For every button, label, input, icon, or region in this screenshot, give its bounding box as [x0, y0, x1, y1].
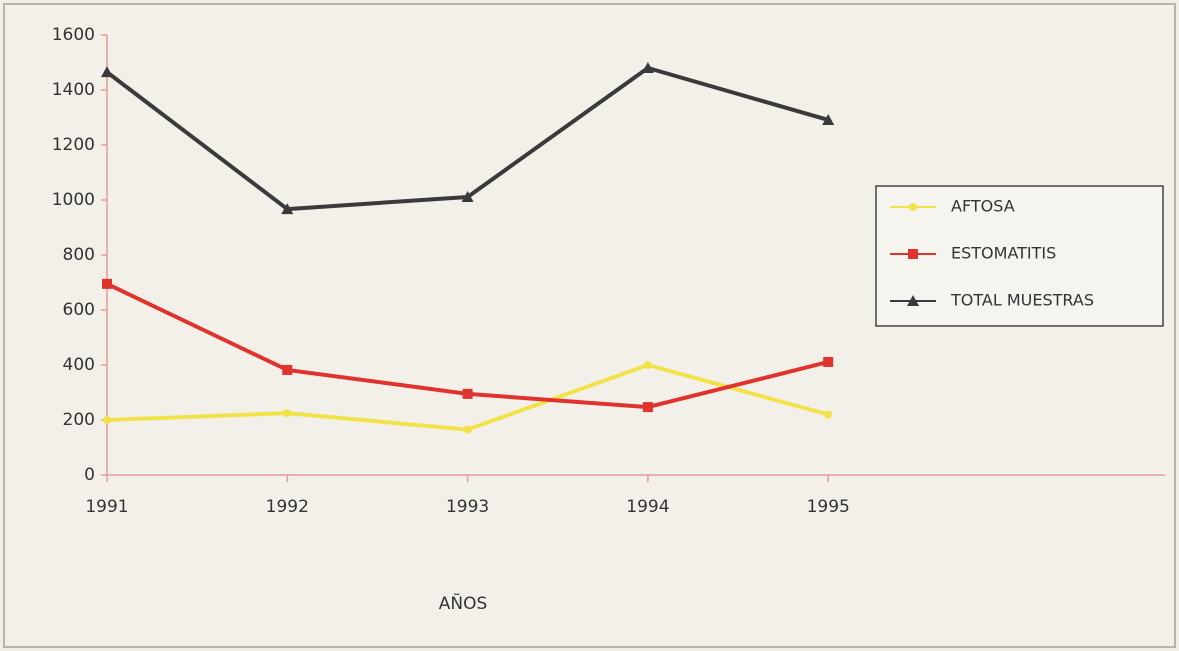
- point: [641, 62, 654, 73]
- point: [281, 203, 294, 215]
- legend: AFTOSA ESTOMATITIS TOTAL MUESTRAS: [875, 185, 1164, 327]
- point: [463, 425, 472, 434]
- legend-label: TOTAL MUESTRAS: [950, 291, 1094, 310]
- point: [282, 364, 293, 375]
- point: [823, 356, 834, 367]
- x-axis-title: AÑOS: [439, 592, 488, 614]
- legend-box: [875, 185, 1164, 327]
- y-tick-label: 1600: [52, 25, 95, 45]
- legend-label: AFTOSA: [951, 197, 1015, 216]
- y-tick-label: 200: [63, 410, 95, 430]
- x-tick-label: 1991: [85, 497, 128, 517]
- legend-marker: [908, 249, 918, 259]
- point: [103, 416, 111, 424]
- point: [102, 278, 112, 289]
- point: [643, 361, 652, 369]
- legend-marker: [909, 203, 917, 211]
- point: [283, 409, 292, 418]
- point: [101, 66, 113, 78]
- y-tick-label: 1200: [52, 135, 95, 155]
- point: [462, 388, 473, 399]
- x-tick-label: 1992: [266, 497, 309, 517]
- y-tick-label: 800: [63, 245, 95, 265]
- point: [822, 113, 835, 125]
- y-tick-label: 600: [63, 300, 95, 320]
- x-tick-label: 1994: [626, 497, 669, 517]
- point: [461, 190, 474, 202]
- legend-marker: [907, 295, 919, 306]
- y-tick-label: 0: [84, 465, 95, 485]
- y-tick-label: 1400: [52, 80, 95, 100]
- y-tick-label: 1000: [52, 190, 95, 210]
- x-tick-label: 1995: [807, 497, 850, 517]
- x-tick-label: 1993: [446, 497, 489, 517]
- point: [824, 410, 833, 419]
- point: [642, 402, 653, 413]
- legend-label: ESTOMATITIS: [951, 244, 1056, 263]
- y-tick-label: 400: [63, 355, 95, 375]
